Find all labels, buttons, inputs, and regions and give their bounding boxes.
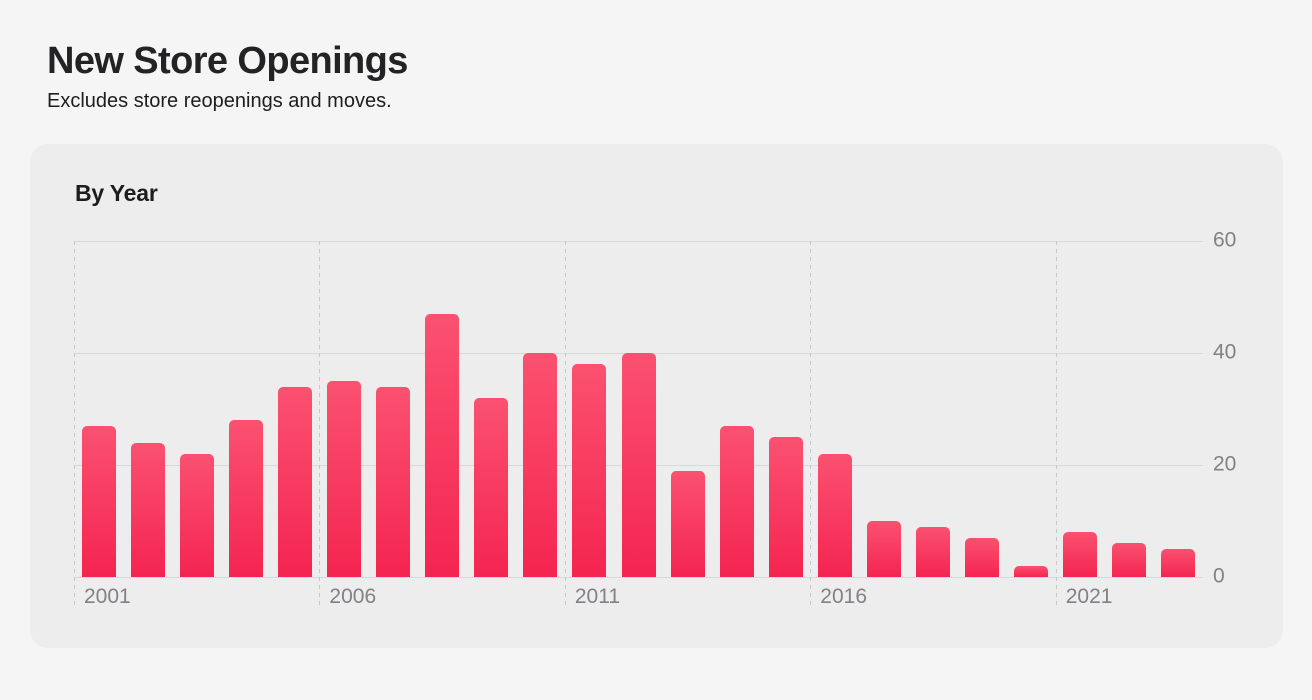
bar-2015[interactable] bbox=[768, 437, 803, 577]
y-axis-label-20: 20 bbox=[1213, 452, 1237, 476]
bar-2005[interactable] bbox=[277, 386, 312, 577]
y-axis-label-40: 40 bbox=[1213, 340, 1237, 364]
gridline-x-2016 bbox=[810, 241, 812, 607]
bar-2006[interactable] bbox=[326, 381, 361, 577]
bar-2003[interactable] bbox=[179, 453, 214, 577]
bar-2010[interactable] bbox=[523, 353, 558, 577]
gridline-x-2011 bbox=[564, 241, 566, 607]
bar-2014[interactable] bbox=[719, 425, 754, 577]
page-title: New Store Openings bbox=[47, 40, 408, 82]
bar-2007[interactable] bbox=[376, 386, 411, 577]
bar-2023[interactable] bbox=[1161, 549, 1196, 577]
x-axis-label-2021: 2021 bbox=[1065, 585, 1113, 608]
bar-2008[interactable] bbox=[425, 313, 460, 577]
chart-heading: By Year bbox=[75, 180, 158, 206]
bar-2022[interactable] bbox=[1112, 543, 1147, 577]
x-axis-label-2016: 2016 bbox=[820, 585, 868, 608]
bar-2001[interactable] bbox=[81, 425, 116, 577]
x-axis-label-2001: 2001 bbox=[84, 585, 131, 608]
y-axis-label-60: 60 bbox=[1213, 228, 1237, 252]
bar-2017[interactable] bbox=[866, 521, 901, 577]
gridline-x-2006 bbox=[319, 241, 321, 607]
page-header: New Store Openings Excludes store reopen… bbox=[47, 40, 408, 113]
bar-2012[interactable] bbox=[621, 353, 656, 577]
bar-2021[interactable] bbox=[1063, 532, 1098, 577]
gridline-y-0 bbox=[74, 577, 1203, 578]
page-subtitle: Excludes store reopenings and moves. bbox=[47, 89, 392, 112]
bar-2016[interactable] bbox=[817, 453, 852, 577]
bar-chart: 0 20 40 60 2001 2006 2011 2016 2021 bbox=[74, 229, 1236, 608]
bar-2009[interactable] bbox=[474, 397, 509, 577]
bar-2002[interactable] bbox=[130, 442, 165, 577]
bar-2011[interactable] bbox=[572, 364, 607, 577]
gridline-x-2001 bbox=[74, 241, 75, 607]
gridline-x-2021 bbox=[1055, 241, 1057, 607]
y-axis-label-0: 0 bbox=[1213, 564, 1225, 588]
bar-2013[interactable] bbox=[670, 470, 705, 577]
bar-2018[interactable] bbox=[916, 526, 951, 577]
chart-card: By Year 0 20 40 60 2001 2006 2011 2016 2021 bbox=[30, 144, 1283, 648]
gridline-y-60 bbox=[74, 241, 1203, 242]
bar-2004[interactable] bbox=[228, 420, 263, 577]
bar-2019[interactable] bbox=[965, 537, 1000, 577]
x-axis-label-2011: 2011 bbox=[574, 585, 621, 608]
x-axis-label-2006: 2006 bbox=[329, 585, 377, 608]
bar-2020[interactable] bbox=[1014, 565, 1049, 577]
